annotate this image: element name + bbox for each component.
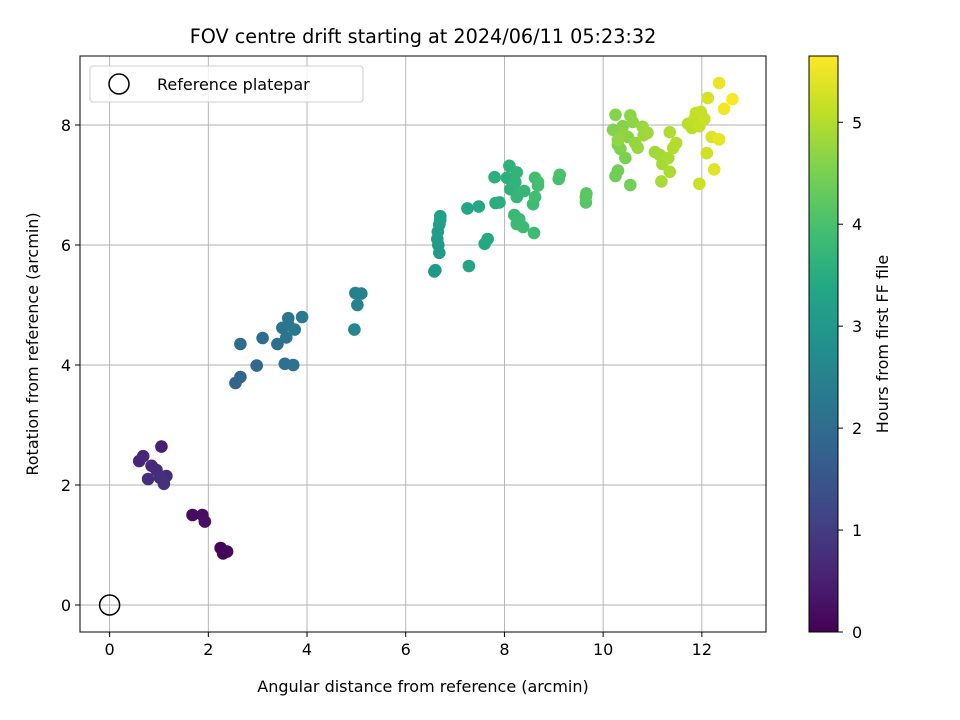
x-tick-label: 0	[105, 640, 115, 659]
x-tick-label: 8	[499, 640, 509, 659]
data-point	[493, 196, 506, 209]
y-tick-label: 6	[61, 236, 71, 255]
colorbar-tick-label: 3	[852, 317, 862, 336]
legend-label: Reference platepar	[157, 75, 310, 94]
data-point	[700, 146, 714, 160]
data-point	[726, 92, 739, 106]
colorbar-tick-label: 0	[852, 623, 862, 642]
data-point	[609, 108, 622, 122]
data-point	[611, 164, 625, 177]
data-points	[132, 76, 739, 560]
data-point	[510, 166, 524, 179]
data-point	[553, 168, 567, 182]
data-point	[580, 187, 593, 200]
y-tick-label: 0	[61, 596, 71, 615]
colorbar-tick-label: 4	[852, 215, 862, 234]
data-point	[631, 141, 644, 155]
data-point	[701, 91, 715, 105]
data-point	[661, 151, 675, 165]
data-point	[461, 202, 474, 215]
reference-platepar-marker	[98, 594, 121, 616]
data-point	[626, 115, 640, 129]
data-point	[528, 190, 542, 204]
data-point	[508, 175, 522, 189]
legend: Reference platepar	[89, 65, 364, 103]
data-point	[641, 126, 654, 140]
data-point	[531, 175, 545, 189]
x-tick-label: 12	[692, 640, 712, 659]
data-point	[516, 220, 530, 234]
data-point	[250, 359, 263, 372]
x-tick-label: 10	[593, 640, 613, 659]
x-tick-label: 4	[302, 640, 312, 659]
x-axis-ticks: 0 2 4 6 8 10 12	[105, 632, 712, 659]
data-point	[488, 170, 501, 184]
plot-frame	[79, 55, 767, 633]
data-point	[157, 477, 171, 491]
data-point	[271, 337, 284, 351]
colorbar-tick-label: 2	[852, 419, 862, 438]
data-point	[712, 133, 726, 146]
data-point	[655, 175, 668, 188]
data-point	[198, 515, 212, 528]
data-point	[517, 184, 531, 198]
legend-box	[89, 65, 364, 103]
x-tick-label: 2	[203, 640, 213, 659]
data-point	[234, 337, 247, 351]
data-point	[234, 370, 247, 384]
colorbar	[808, 55, 839, 633]
data-point	[279, 331, 293, 344]
y-tick-label: 2	[61, 476, 71, 495]
colorbar-label: Hours from first FF file	[873, 255, 892, 434]
data-point	[286, 358, 300, 372]
data-point	[256, 331, 269, 345]
chart-title: FOV centre drift starting at 2024/06/11 …	[190, 25, 657, 48]
data-point	[606, 123, 620, 137]
colorbar-ticks: 0 1 2 3 4 5	[838, 113, 862, 642]
data-point	[351, 298, 364, 312]
data-point	[288, 323, 301, 336]
data-point	[281, 311, 295, 325]
reference-point	[98, 594, 121, 616]
x-tick-label: 6	[401, 640, 411, 659]
grid-lines	[80, 56, 766, 632]
data-point	[481, 232, 494, 246]
data-point	[527, 226, 541, 240]
data-point	[717, 102, 731, 116]
y-axis-ticks: 0 2 4 6 8	[61, 116, 80, 615]
data-point	[295, 310, 309, 324]
colorbar-tick-label: 5	[852, 113, 862, 132]
data-point	[220, 545, 234, 558]
data-point	[611, 133, 625, 147]
data-point	[136, 449, 150, 463]
data-point	[663, 125, 677, 139]
data-point	[698, 112, 711, 126]
data-point	[669, 136, 683, 150]
data-point	[355, 287, 368, 300]
x-axis-label: Angular distance from reference (arcmin)	[257, 677, 588, 696]
data-point	[623, 178, 637, 192]
data-point	[663, 165, 677, 179]
data-point	[707, 163, 721, 176]
data-point	[462, 259, 476, 273]
legend-marker-open-circle	[108, 73, 130, 95]
y-tick-label: 8	[61, 116, 71, 135]
data-point	[141, 472, 155, 486]
data-point	[712, 76, 726, 90]
data-point	[186, 508, 199, 522]
colorbar-tick-label: 1	[852, 521, 862, 540]
data-point	[693, 177, 706, 191]
y-axis-label: Rotation from reference (arcmin)	[23, 212, 42, 475]
data-point	[155, 440, 168, 453]
data-point	[348, 323, 361, 336]
y-tick-label: 4	[61, 356, 71, 375]
data-point	[429, 263, 442, 277]
data-point	[472, 200, 486, 213]
data-point	[433, 209, 447, 223]
